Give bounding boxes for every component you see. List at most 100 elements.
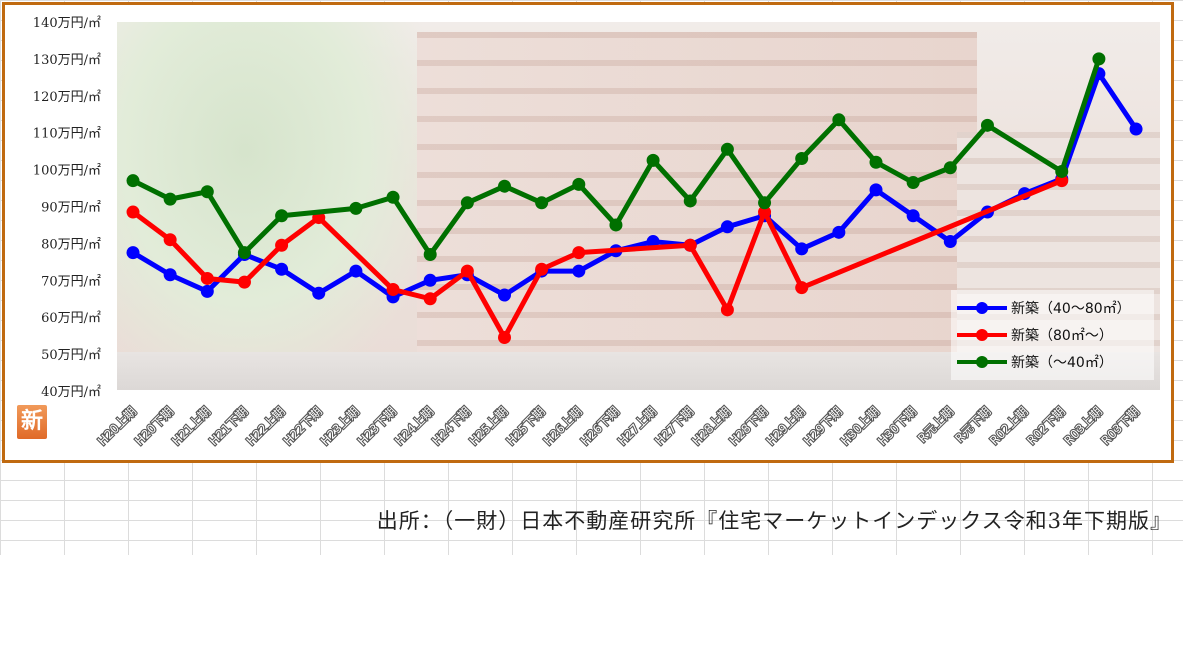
x-tick-label: H26上期 [541, 404, 585, 448]
tree-image [117, 22, 437, 390]
data-point-0 [572, 264, 586, 278]
x-tick-label: H29上期 [764, 404, 808, 448]
data-point-1 [683, 238, 697, 252]
data-point-0 [200, 284, 214, 298]
data-point-1 [386, 283, 400, 297]
new-construction-badge: 新 [17, 405, 47, 439]
x-tick-label: H30上期 [838, 404, 882, 448]
data-point-0 [498, 288, 511, 302]
x-tick-label: H20上期 [95, 404, 139, 448]
data-point-0 [163, 268, 177, 282]
x-tick-label: H30下期 [875, 404, 919, 448]
data-point-0 [646, 235, 660, 249]
data-point-2 [535, 196, 549, 210]
data-point-2 [683, 194, 697, 208]
data-point-2 [1055, 164, 1069, 178]
blank-sheet-area [0, 555, 1183, 648]
legend-swatch-green [957, 355, 1007, 368]
x-tick-label: R元上期 [915, 404, 956, 445]
data-point-0 [943, 235, 957, 249]
x-tick-label: H29下期 [801, 404, 845, 448]
legend-swatch-red [957, 328, 1007, 341]
legend-label: 新築（80㎡～） [1011, 327, 1113, 344]
data-point-2 [906, 176, 920, 190]
y-tick-label: 80万円/㎡ [41, 237, 101, 252]
data-point-2 [572, 177, 586, 191]
x-tick-label: R02下期 [1024, 404, 1068, 448]
y-tick-label: 50万円/㎡ [41, 348, 101, 363]
data-point-0 [869, 183, 883, 197]
data-point-1 [163, 233, 177, 247]
data-point-1 [572, 246, 586, 260]
x-tick-label: H24下期 [429, 404, 473, 448]
data-point-1 [498, 330, 511, 344]
y-tick-label: 70万円/㎡ [41, 274, 101, 289]
x-tick-label: H22上期 [244, 404, 288, 448]
y-tick-label: 120万円/㎡ [33, 90, 101, 105]
data-point-2 [200, 185, 214, 199]
y-axis: 40万円/㎡ 50万円/㎡ 60万円/㎡ 70万円/㎡ 80万円/㎡ 90万円/㎡ 100万… [33, 16, 101, 400]
x-tick-label: H26下期 [578, 404, 622, 448]
x-tick-label: R03下期 [1099, 404, 1143, 448]
data-point-1 [423, 292, 437, 306]
data-point-1 [1055, 174, 1069, 188]
data-point-1 [795, 281, 809, 295]
data-point-0 [720, 220, 734, 234]
data-point-0 [126, 246, 140, 260]
data-point-2 [498, 179, 511, 193]
y-tick-label: 40万円/㎡ [41, 385, 101, 400]
data-point-2 [980, 118, 994, 132]
data-point-1 [535, 262, 549, 276]
source-citation: 出所：（一財）日本不動産研究所『住宅マーケットインデックス令和3年下期版』 [376, 509, 1172, 533]
y-tick-label: 90万円/㎡ [41, 201, 101, 216]
data-point-2 [832, 113, 846, 127]
x-tick-label: H25下期 [504, 404, 548, 448]
x-tick-label: H27上期 [615, 404, 659, 448]
data-point-2 [609, 218, 623, 232]
data-point-0 [795, 242, 809, 256]
y-tick-label: 130万円/㎡ [33, 53, 101, 68]
series-layer [126, 52, 1143, 344]
x-tick-label: H21上期 [169, 404, 213, 448]
x-tick-label: H28下期 [727, 404, 771, 448]
x-tick-label: H25上期 [467, 404, 511, 448]
line-chart: 40万円/㎡ 50万円/㎡ 60万円/㎡ 70万円/㎡ 80万円/㎡ 90万円/㎡ 100万… [33, 16, 1143, 449]
x-tick-label: H23上期 [318, 404, 362, 448]
legend-label: 新築（～40㎡） [1011, 354, 1113, 371]
data-point-2 [423, 247, 437, 261]
x-tick-label: H23下期 [355, 404, 399, 448]
data-point-2 [126, 174, 140, 188]
legend-item-under-40: 新築（～40㎡） [957, 348, 1148, 375]
x-tick-label: H22下期 [281, 404, 325, 448]
data-point-0 [349, 264, 363, 278]
x-tick-label: R02上期 [987, 404, 1031, 448]
data-point-2 [349, 201, 363, 215]
data-point-2 [386, 190, 400, 204]
data-point-2 [758, 196, 772, 210]
data-point-2 [275, 209, 289, 223]
data-point-1 [460, 264, 474, 278]
data-point-0 [832, 225, 846, 239]
data-point-0 [312, 286, 326, 300]
data-point-2 [943, 161, 957, 175]
data-point-2 [163, 192, 177, 206]
x-tick-label: H28上期 [689, 404, 733, 448]
data-point-2 [646, 153, 660, 167]
data-point-0 [275, 262, 289, 276]
chart-legend: 新築（40～80㎡） 新築（80㎡～） 新築（～40㎡） [951, 290, 1154, 380]
x-axis: H20上期H20下期H21上期H21下期H22上期H22下期H23上期H23下期… [94, 403, 1143, 449]
legend-item-80-plus: 新築（80㎡～） [957, 321, 1148, 348]
data-point-1 [200, 271, 214, 285]
legend-label: 新築（40～80㎡） [1011, 300, 1131, 317]
data-point-2 [869, 155, 883, 169]
data-point-1 [758, 205, 772, 219]
x-tick-label: R03上期 [1061, 404, 1105, 448]
data-point-0 [1129, 122, 1143, 136]
data-point-2 [237, 246, 251, 260]
data-point-0 [906, 209, 920, 223]
x-tick-label: H21下期 [207, 404, 251, 448]
data-point-2 [460, 196, 474, 210]
data-point-0 [423, 273, 437, 287]
x-tick-label: H24上期 [392, 404, 436, 448]
y-tick-label: 140万円/㎡ [33, 16, 101, 31]
